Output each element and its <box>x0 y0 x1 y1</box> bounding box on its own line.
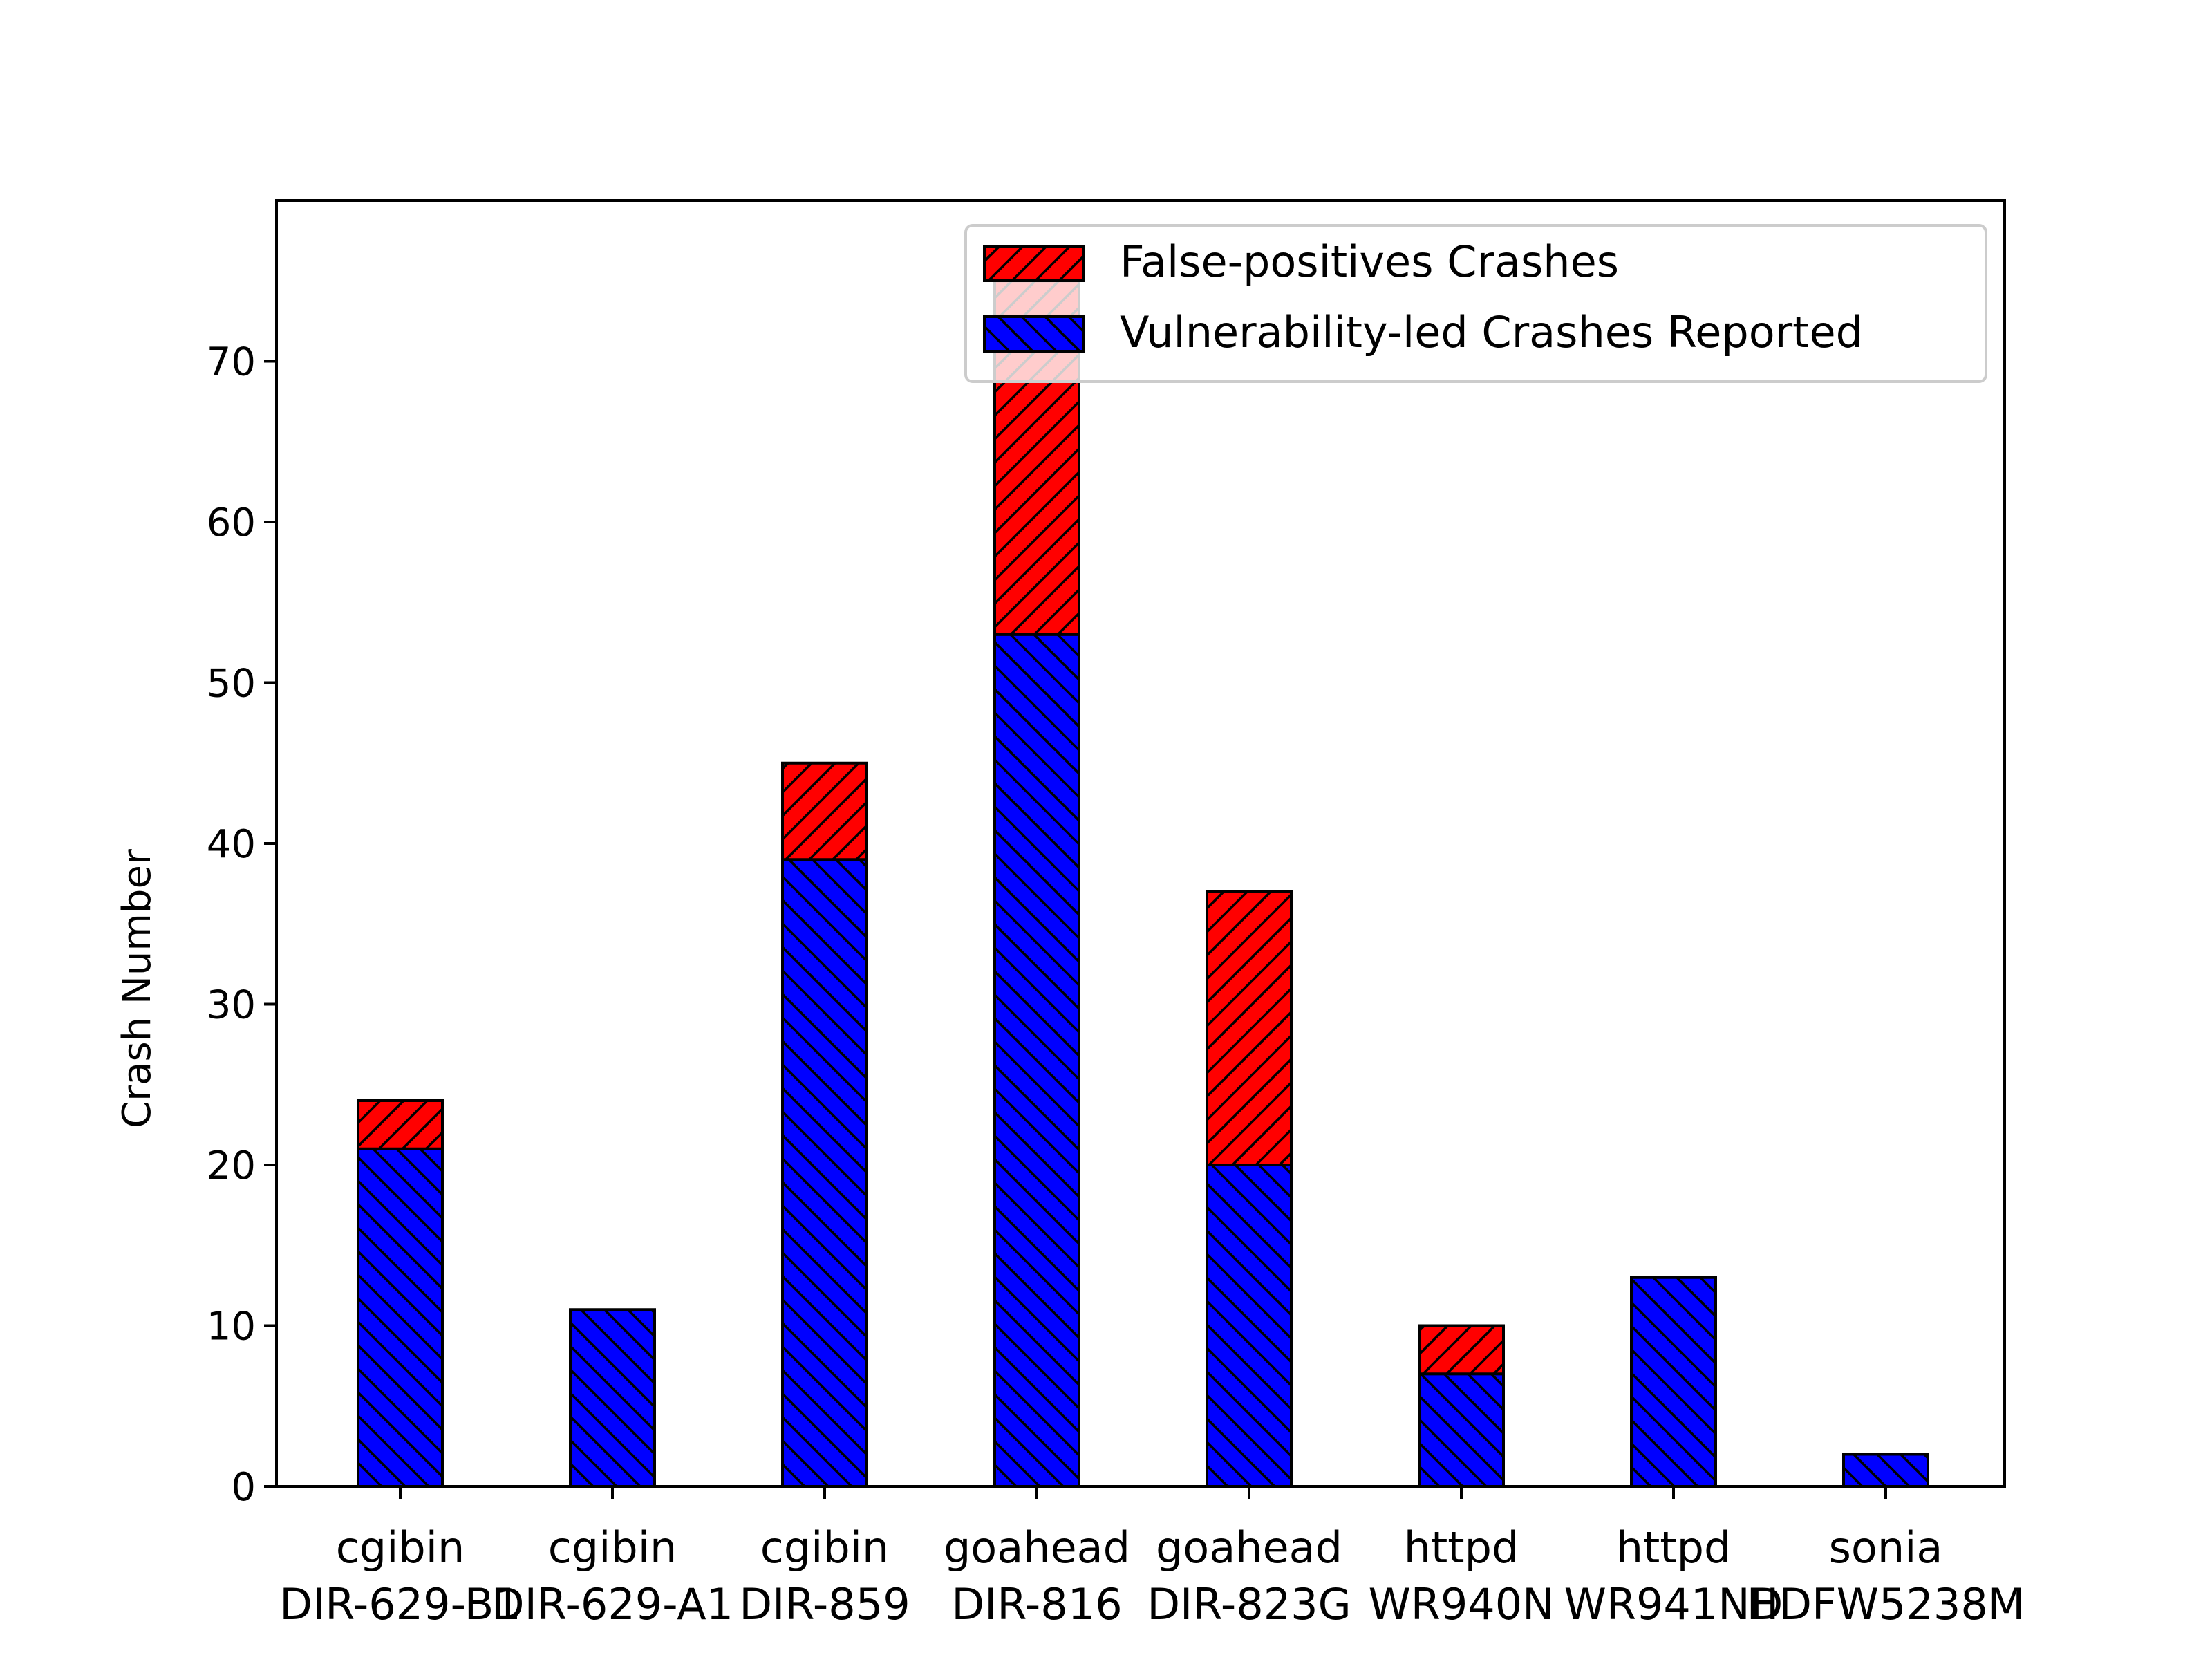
bar-false-positive-hatch-4 <box>1206 890 1293 1166</box>
bar-vulnerability-hatch-6 <box>1630 1276 1717 1488</box>
legend-swatch-hatch-0 <box>983 245 1085 282</box>
legend-label-0: False-positives Crashes <box>1120 236 1619 287</box>
x-tick-label-top-7: sonia <box>1829 1522 1943 1573</box>
legend-label-1: Vulnerability-led Crashes Reported <box>1120 307 1863 357</box>
x-tick-label-bottom-3: DIR-816 <box>951 1579 1122 1630</box>
legend-box <box>964 224 1987 383</box>
y-tick-label-4: 40 <box>207 822 256 867</box>
bar-vulnerability-hatch-7 <box>1842 1453 1929 1488</box>
legend-swatch-hatch-1 <box>983 315 1085 353</box>
y-tick-label-1: 10 <box>207 1305 256 1350</box>
x-tick-label-bottom-7: HDFW5238M <box>1747 1579 2025 1630</box>
bar-vulnerability-hatch-1 <box>569 1308 656 1488</box>
y-tick-label-3: 30 <box>207 983 256 1028</box>
x-tick-label-bottom-6: WR941ND <box>1564 1579 1783 1630</box>
x-tick-label-top-6: httpd <box>1616 1522 1732 1573</box>
plot-area <box>357 279 1929 1488</box>
x-tick-label-bottom-5: WR940N <box>1368 1579 1554 1630</box>
x-tick-label-top-1: cgibin <box>548 1522 677 1573</box>
x-tick-label-top-0: cgibin <box>336 1522 465 1573</box>
bar-vulnerability-hatch-3 <box>993 633 1080 1488</box>
x-tick-label-top-3: goahead <box>944 1522 1130 1573</box>
plot-frame <box>275 199 2006 1488</box>
bar-false-positive-hatch-0 <box>357 1099 444 1150</box>
y-tick-label-0: 0 <box>231 1465 256 1510</box>
y-tick-label-5: 50 <box>207 662 256 707</box>
x-tick-label-bottom-0: DIR-629-B1 <box>279 1579 521 1630</box>
x-tick-label-top-5: httpd <box>1404 1522 1519 1573</box>
y-tick-label-7: 70 <box>207 340 256 385</box>
legend: False-positives Crashes Vulnerability-led… <box>964 224 1987 383</box>
x-tick-label-bottom-1: DIR-629-A1 <box>491 1579 733 1630</box>
bar-vulnerability-hatch-4 <box>1206 1164 1293 1488</box>
axes: 0 10 20 30 40 50 60 70 cgibin DIR-629-B1 cgibin DIR… <box>207 199 2025 1630</box>
y-axis-label: Crash Number <box>115 848 160 1128</box>
bar-false-positive-hatch-2 <box>781 761 868 861</box>
x-tick-label-bottom-2: DIR-859 <box>739 1579 910 1630</box>
bar-false-positive-hatch-5 <box>1418 1324 1505 1376</box>
bar-vulnerability-hatch-5 <box>1418 1372 1505 1488</box>
y-tick-label-6: 60 <box>207 501 256 545</box>
x-tick-label-top-4: goahead <box>1156 1522 1342 1573</box>
bar-vulnerability-hatch-0 <box>357 1147 444 1488</box>
x-tick-label-bottom-4: DIR-823G <box>1147 1579 1351 1630</box>
y-tick-label-2: 20 <box>207 1143 256 1188</box>
x-tick-label-top-2: cgibin <box>760 1522 890 1573</box>
bar-vulnerability-hatch-2 <box>781 858 868 1488</box>
